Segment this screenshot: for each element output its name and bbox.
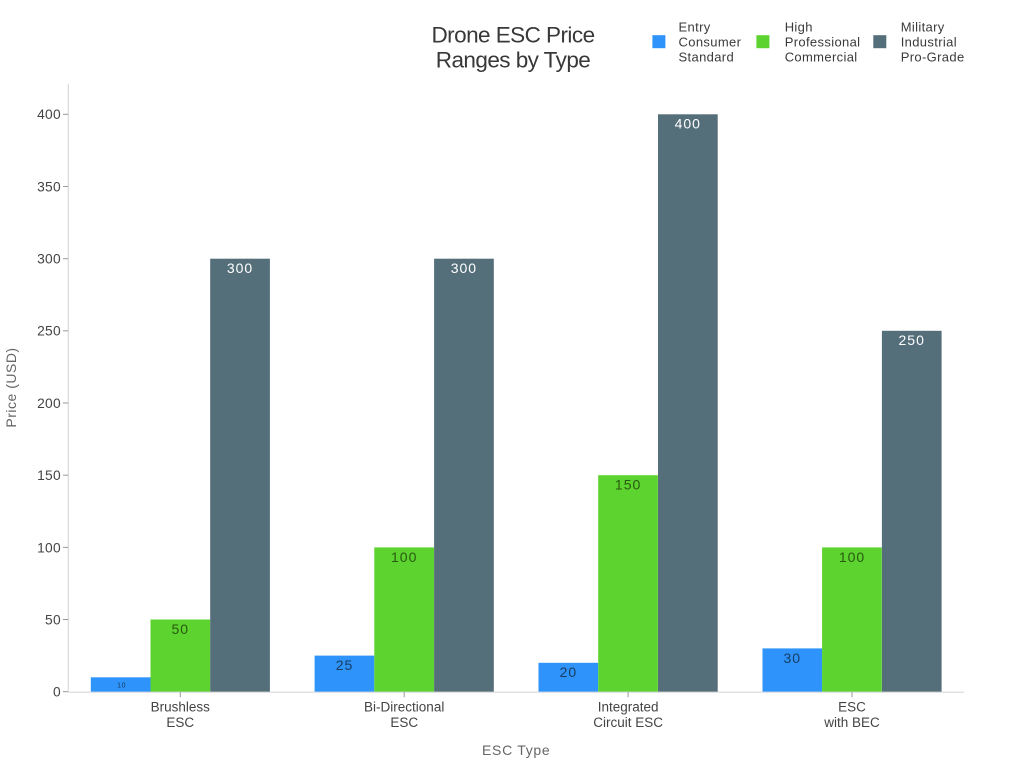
svg-text:ESC: ESC (166, 715, 194, 730)
svg-text:400: 400 (37, 107, 61, 122)
svg-text:150: 150 (615, 477, 641, 493)
svg-text:100: 100 (839, 549, 865, 565)
svg-text:with BEC: with BEC (823, 715, 880, 730)
svg-text:Ranges by Type: Ranges by Type (436, 48, 591, 73)
svg-text:ESC Type: ESC Type (482, 742, 550, 758)
svg-text:0: 0 (53, 685, 61, 700)
svg-text:300: 300 (37, 252, 61, 267)
svg-text:Military: Military (901, 19, 945, 34)
svg-text:250: 250 (899, 332, 925, 348)
svg-text:50: 50 (45, 612, 61, 627)
svg-text:Brushless: Brushless (151, 700, 211, 715)
svg-text:30: 30 (784, 650, 802, 666)
svg-text:Entry: Entry (679, 19, 711, 34)
svg-text:Industrial: Industrial (901, 35, 957, 50)
svg-text:ESC: ESC (838, 700, 866, 715)
svg-text:300: 300 (227, 260, 253, 276)
svg-text:Commercial: Commercial (785, 50, 858, 65)
svg-text:100: 100 (37, 540, 61, 555)
svg-text:Standard: Standard (679, 50, 735, 65)
svg-text:100: 100 (391, 549, 417, 565)
svg-text:Bi-Directional: Bi-Directional (364, 700, 444, 715)
svg-text:50: 50 (172, 621, 190, 637)
svg-text:Consumer: Consumer (679, 35, 742, 50)
svg-text:Integrated: Integrated (598, 700, 659, 715)
svg-text:20: 20 (560, 664, 578, 680)
svg-text:Professional: Professional (785, 35, 861, 50)
svg-text:Circuit ESC: Circuit ESC (593, 715, 663, 730)
svg-text:200: 200 (37, 396, 61, 411)
svg-text:300: 300 (451, 260, 477, 276)
svg-text:25: 25 (336, 657, 354, 673)
svg-text:400: 400 (675, 116, 701, 132)
svg-text:350: 350 (37, 179, 61, 194)
svg-text:Price (USD): Price (USD) (3, 347, 19, 427)
svg-text:Drone ESC Price: Drone ESC Price (431, 22, 594, 47)
svg-text:Pro-Grade: Pro-Grade (901, 50, 965, 65)
svg-text:10: 10 (117, 682, 126, 689)
svg-text:250: 250 (37, 324, 61, 339)
svg-text:High: High (785, 19, 813, 34)
svg-text:ESC: ESC (390, 715, 418, 730)
svg-text:150: 150 (37, 468, 61, 483)
